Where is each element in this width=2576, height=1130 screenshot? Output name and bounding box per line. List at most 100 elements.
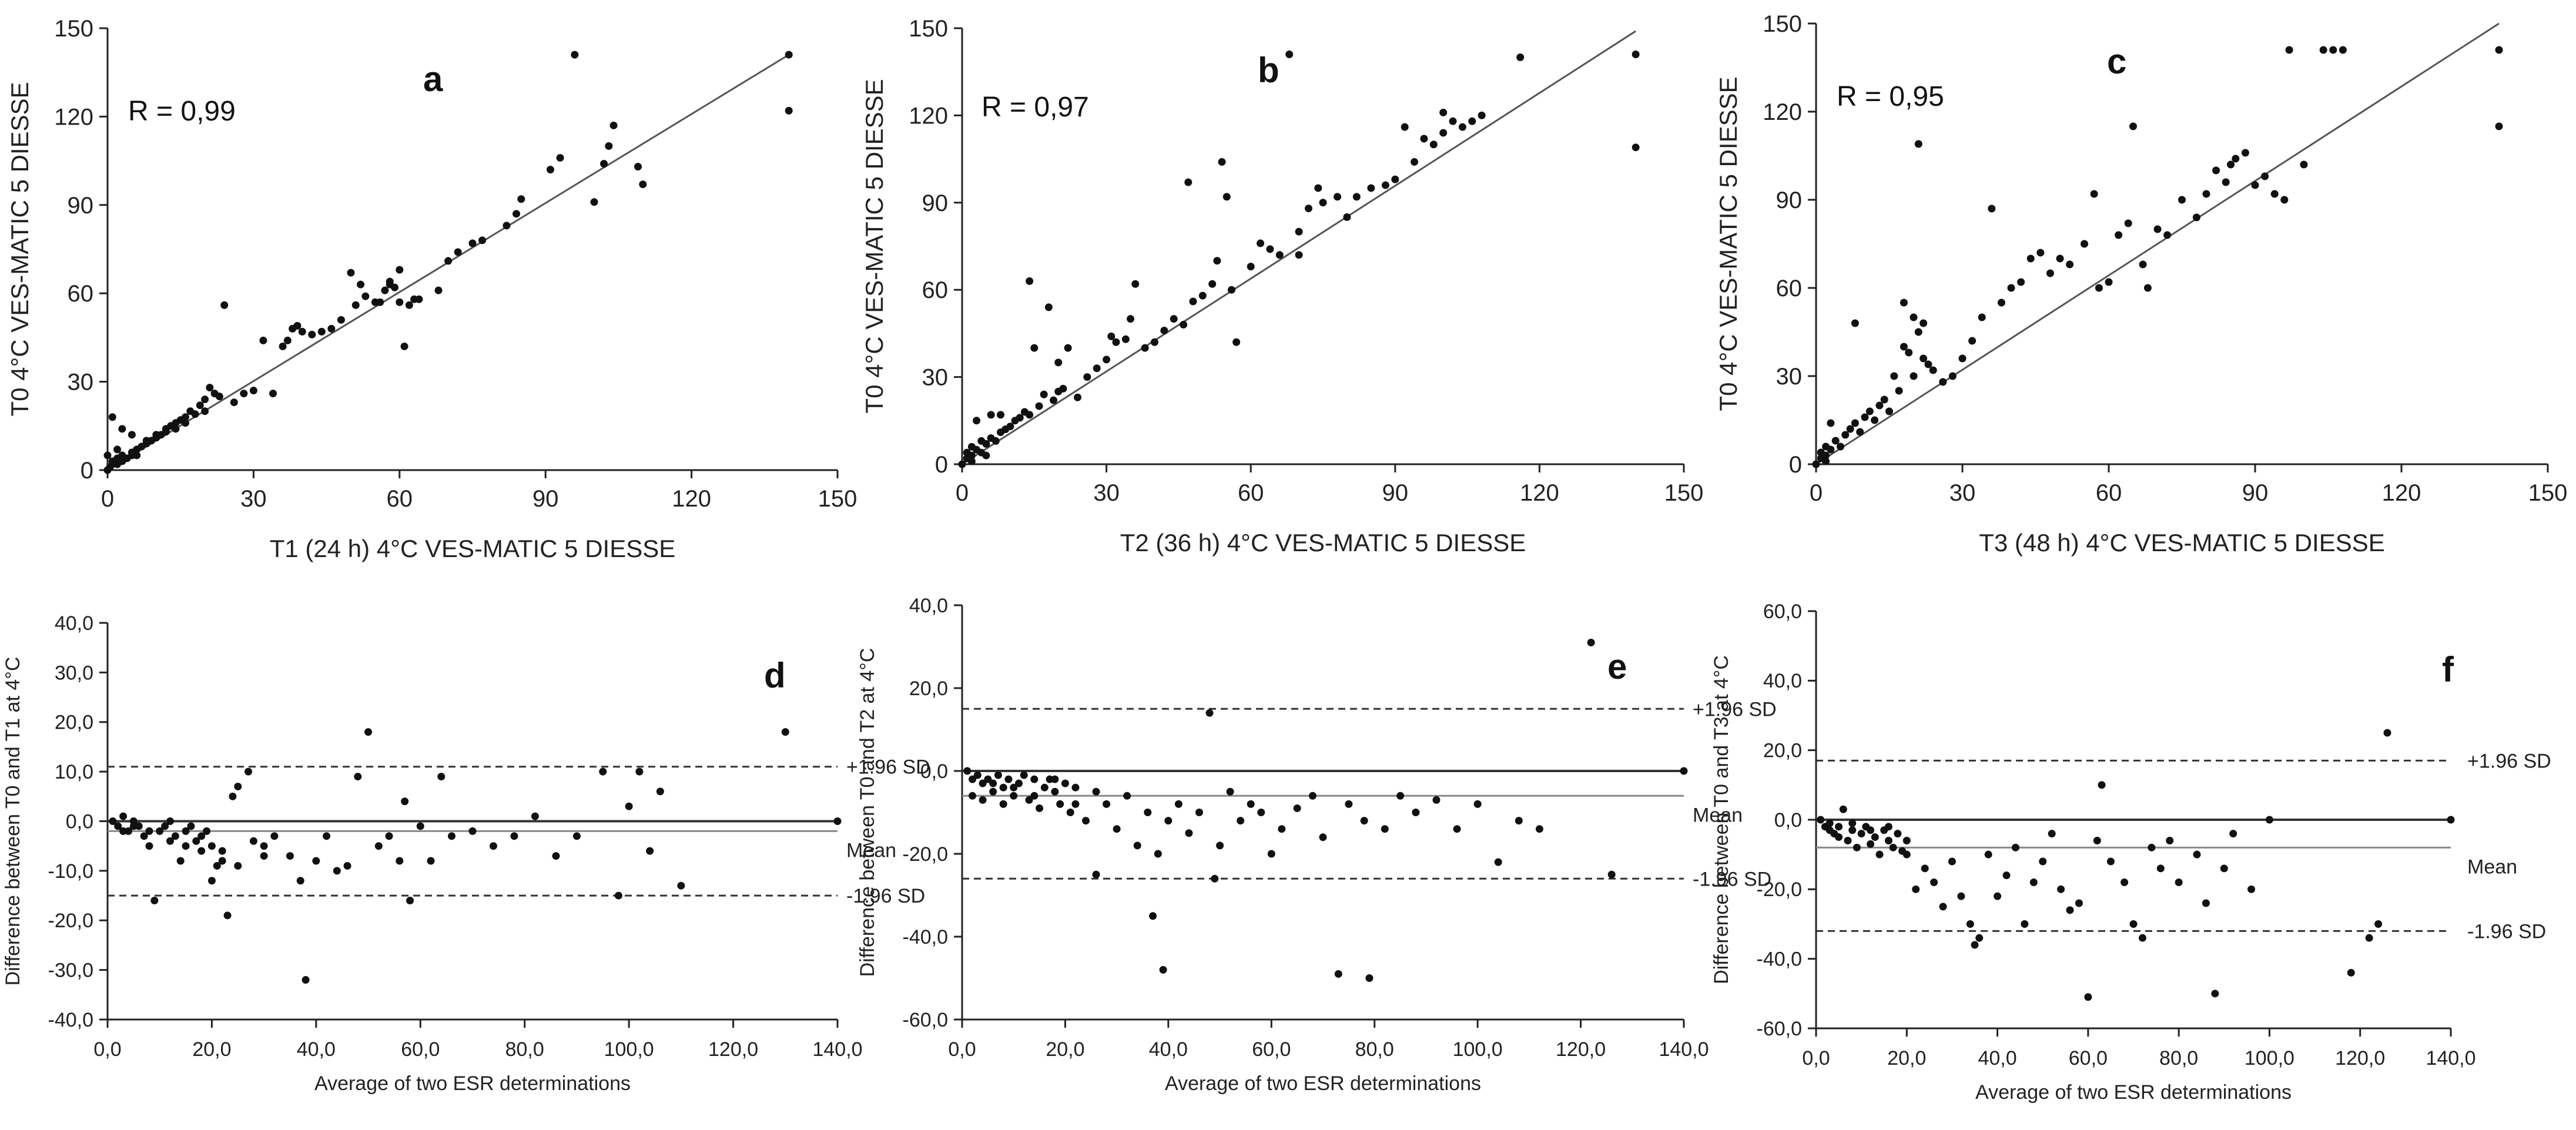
- data-point: [1835, 833, 1843, 841]
- x-axis-title: T2 (36 h) 4°C VES-MATIC 5 DIESSE: [1120, 529, 1526, 556]
- data-point: [1939, 903, 1947, 911]
- y-tick-label: 30: [922, 365, 949, 391]
- data-point: [2115, 231, 2123, 239]
- data-point: [1334, 970, 1342, 978]
- data-point: [1237, 817, 1245, 825]
- data-point: [1867, 840, 1875, 848]
- data-point: [999, 800, 1007, 808]
- data-point: [166, 817, 174, 825]
- data-point: [625, 802, 633, 810]
- data-point: [1914, 328, 1922, 336]
- data-point: [2339, 46, 2347, 54]
- x-tick-label: 150: [818, 486, 857, 512]
- x-tick-label: 0,0: [93, 1038, 121, 1061]
- data-point: [2066, 906, 2074, 914]
- data-point: [2129, 920, 2138, 928]
- y-axis-title: T0 4°C VES-MATIC 5 DIESSE: [1714, 76, 1742, 411]
- data-point: [201, 407, 209, 415]
- data-point: [240, 390, 248, 398]
- data-point: [2329, 46, 2337, 54]
- data-point: [286, 852, 294, 860]
- data-point: [2178, 196, 2186, 204]
- data-point: [1050, 396, 1058, 404]
- y-tick-label: 120: [1763, 99, 1802, 125]
- data-point: [785, 106, 793, 115]
- y-axis-title: Difference between T0 and T1 at 4°C: [2, 657, 24, 986]
- data-point: [1930, 878, 1938, 886]
- data-point: [1885, 407, 1893, 415]
- y-tick-label: -40,0: [1757, 948, 1803, 971]
- data-point: [646, 847, 654, 855]
- data-point: [2029, 878, 2038, 886]
- x-tick-label: 80,0: [1355, 1038, 1394, 1061]
- data-point: [1216, 841, 1224, 850]
- data-point: [1827, 445, 1835, 454]
- data-point: [984, 775, 992, 783]
- data-point: [2232, 155, 2240, 163]
- data-point: [969, 792, 977, 800]
- data-point: [1208, 280, 1217, 288]
- data-point: [1044, 303, 1053, 311]
- data-point: [2261, 172, 2269, 180]
- correlation-label: R = 0,97: [982, 92, 1089, 123]
- data-point: [1051, 775, 1059, 783]
- data-point: [996, 411, 1004, 419]
- data-point: [503, 222, 511, 230]
- data-point: [1026, 277, 1034, 285]
- ref-label-upper: +1.96 SD: [1693, 698, 1777, 720]
- x-tick-label: 150: [1664, 480, 1704, 506]
- data-point: [572, 832, 581, 840]
- data-point: [269, 390, 277, 398]
- ref-label-lower: -1.96 SD: [2467, 920, 2546, 943]
- data-point: [614, 891, 622, 900]
- data-point: [1160, 326, 1168, 334]
- panel-f: 0,0 20,0 40,0 60,0 80,0 100,0 120,0 140,0 -60,0 -…: [1710, 601, 2551, 1104]
- data-point: [1984, 850, 1992, 859]
- data-point: [1036, 804, 1044, 812]
- data-point: [1817, 816, 1825, 824]
- data-point: [2202, 190, 2210, 198]
- data-point: [1304, 204, 1312, 213]
- x-tick-label: 140,0: [2426, 1047, 2475, 1069]
- data-point: [1900, 343, 1908, 351]
- ref-label-upper: +1.96 SD: [846, 756, 930, 779]
- data-point: [969, 775, 977, 783]
- data-point: [571, 51, 579, 59]
- data-point: [1227, 286, 1235, 294]
- data-point: [1334, 193, 1342, 201]
- data-point: [1894, 830, 1902, 838]
- data-point: [109, 817, 117, 825]
- regression-line: [1815, 22, 2500, 465]
- data-point: [270, 832, 279, 840]
- data-point: [1632, 143, 1640, 152]
- data-point: [114, 822, 122, 830]
- data-point: [1607, 870, 1616, 878]
- x-tick-label: 100,0: [2245, 1047, 2294, 1069]
- data-point: [1154, 850, 1162, 858]
- data-point: [1319, 833, 1327, 841]
- data-point: [1994, 892, 2002, 900]
- x-axis-title: T1 (24 h) 4°C VES-MATIC 5 DIESSE: [270, 535, 676, 562]
- x-tick-label: 60,0: [2069, 1047, 2108, 1069]
- data-point: [1924, 360, 1932, 368]
- y-tick-label: 90: [922, 190, 949, 216]
- x-tick-label: 0: [101, 486, 114, 512]
- data-point: [1468, 117, 1476, 125]
- data-point: [1056, 800, 1064, 808]
- y-tick-label: -60,0: [1757, 1018, 1803, 1040]
- data-point: [454, 248, 462, 256]
- data-point: [989, 787, 997, 796]
- data-point: [1247, 263, 1255, 271]
- panel-letter: d: [764, 656, 786, 695]
- x-tick-label: 0,0: [1802, 1047, 1830, 1069]
- data-point: [1458, 123, 1466, 131]
- x-tick-label: 40,0: [1978, 1047, 2016, 1069]
- data-point: [994, 771, 1002, 779]
- data-point: [400, 342, 408, 350]
- data-point: [1107, 332, 1116, 340]
- data-point: [1141, 344, 1149, 352]
- data-point: [1895, 387, 1903, 395]
- data-point: [1851, 419, 1859, 427]
- data-point: [1839, 805, 1847, 813]
